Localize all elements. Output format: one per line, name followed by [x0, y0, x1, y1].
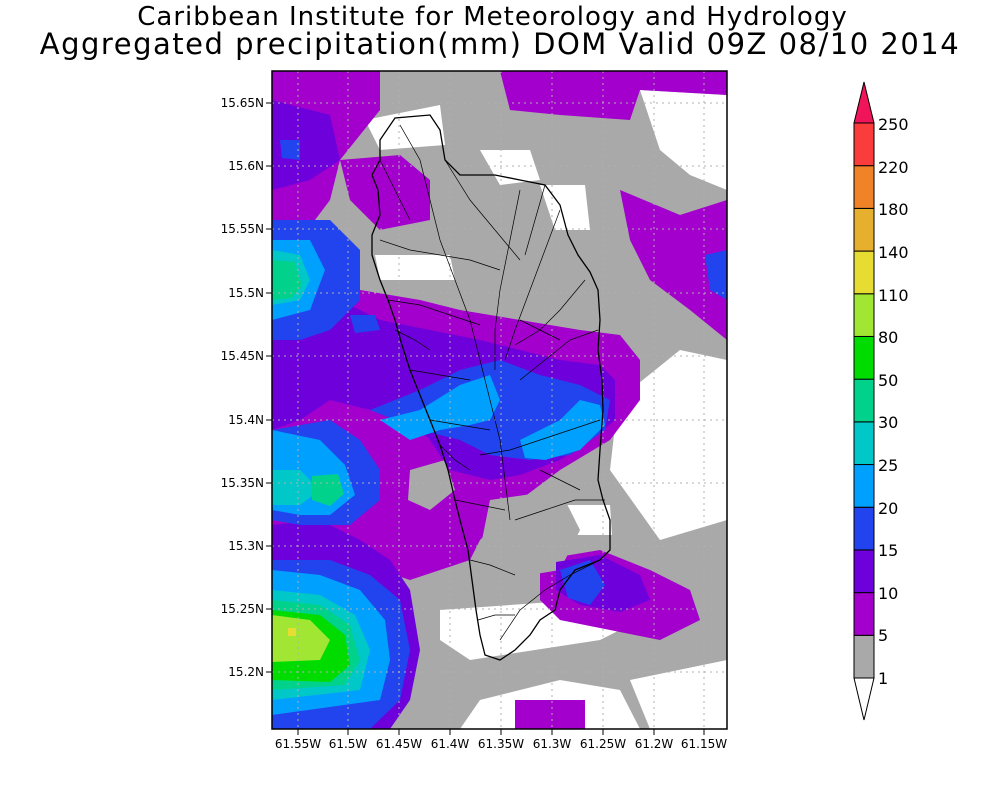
colorbar-label: 220 [878, 158, 909, 177]
colorbar-label: 50 [878, 371, 899, 390]
island-outline [371, 114, 611, 661]
colorbar-label: 140 [878, 243, 909, 262]
lon-label: 61.35W [477, 737, 525, 751]
lon-label: 61.25W [579, 737, 627, 751]
colorbar-box [853, 464, 875, 508]
colorbar-box [853, 165, 875, 209]
lat-label: 15.35N [220, 476, 264, 490]
lon-label: 61.5W [328, 737, 368, 751]
lon-label: 61.4W [430, 737, 470, 751]
grid-lines [272, 71, 727, 729]
lat-label: 15.4N [228, 413, 264, 427]
lon-label: 61.2W [634, 737, 674, 751]
colorbar-label: 25 [878, 456, 899, 475]
colorbar-max-arrow [853, 81, 875, 124]
lat-label: 15.65N [220, 96, 264, 110]
chart-title-line2: Aggregated precipitation(mm) DOM Valid 0… [39, 27, 961, 61]
colorbar-label: 180 [878, 200, 909, 219]
colorbar [853, 81, 875, 721]
field-80mm [272, 615, 330, 662]
lat-label: 15.55N [220, 222, 264, 236]
colorbar-box [853, 506, 875, 551]
colorbar-label: 15 [878, 541, 899, 560]
colorbar-label: 110 [878, 286, 909, 305]
chart-title-line1: Caribbean Institute for Meteorology and … [137, 2, 848, 32]
lon-label: 61.3W [532, 737, 572, 751]
map-frame [271, 70, 728, 730]
lon-label: 61.15W [680, 737, 728, 751]
axis-ticks [266, 102, 705, 735]
colorbar-label: 1 [878, 669, 889, 688]
colorbar-min-arrow [853, 677, 875, 721]
lat-label: 15.5N [228, 286, 264, 300]
lat-label: 15.45N [220, 349, 264, 363]
lon-label: 61.55W [274, 737, 322, 751]
colorbar-box [853, 421, 875, 466]
colorbar-label: 30 [878, 413, 899, 432]
colorbar-label: 80 [878, 328, 899, 347]
lon-label: 61.45W [375, 737, 423, 751]
colorbar-box [853, 549, 875, 594]
colorbar-box [853, 335, 875, 380]
map-field [272, 71, 727, 729]
colorbar-box [853, 293, 875, 337]
lat-label: 15.2N [228, 665, 264, 679]
river-network [379, 124, 605, 641]
colorbar-boxes [853, 122, 875, 679]
colorbar-box [853, 207, 875, 252]
colorbar-label: 20 [878, 499, 899, 518]
colorbar-label: 5 [878, 626, 889, 645]
lat-label: 15.3N [228, 539, 264, 553]
field-110mm [288, 628, 296, 636]
lat-label: 15.6N [228, 159, 264, 173]
colorbar-box [853, 122, 875, 167]
colorbar-box [853, 634, 875, 679]
colorbar-label: 250 [878, 115, 909, 134]
colorbar-box [853, 250, 875, 295]
lat-label: 15.25N [220, 602, 264, 616]
colorbar-box [853, 378, 875, 423]
colorbar-box [853, 592, 875, 636]
colorbar-label: 10 [878, 584, 899, 603]
